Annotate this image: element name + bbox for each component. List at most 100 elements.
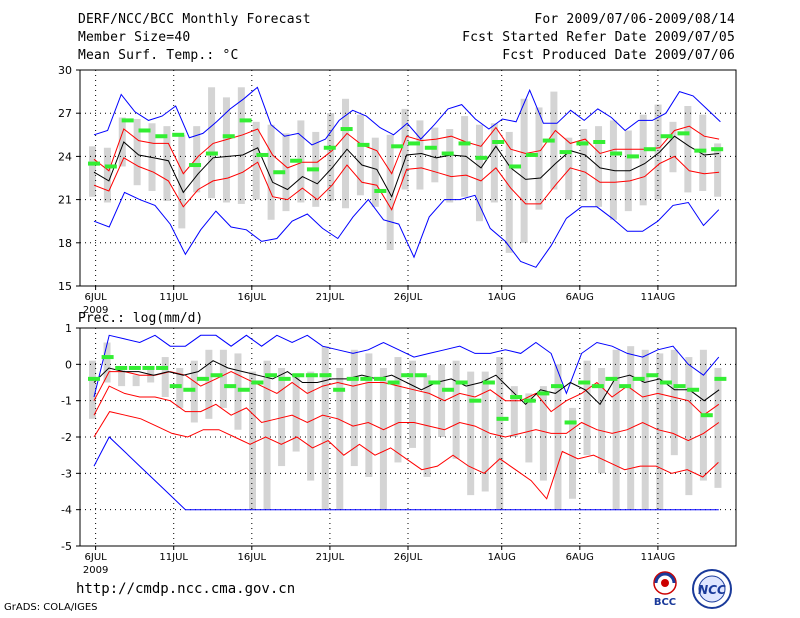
precipitation-range-bar [714,367,722,488]
temperature-range-bar [490,123,498,203]
precipitation-grid [80,328,736,546]
temperature-observed-marker [391,144,404,149]
precipitation-range-bar [670,349,678,456]
precipitation-range-bar [438,364,446,437]
precipitation-observed-marker [578,380,591,385]
temperature-range-bar [580,129,588,202]
start-date: Fcst Started Refer Date 2009/07/05 [462,30,735,45]
precipitation-x-axis: 6JUL 11JUL 16JUL 21JUL 26JUL 1AUG 6AUG 11AUG 200… [83,546,675,576]
precipitation-range-bar [336,367,344,510]
precipitation-observed-marker [537,391,550,396]
precipitation-observed-marker [101,355,114,360]
temperature-range-bar [118,117,126,167]
temperature-range-bar [356,114,364,196]
forecast-period: For 2009/07/06-2009/08/14 [534,12,735,27]
precipitation-observed-marker [224,384,237,389]
source-url[interactable]: http://cmdp.ncc.cma.gov.cn [76,581,296,597]
precipitation-observed-marker [292,373,305,378]
precipitation-y-tick-label: -2 [61,431,72,444]
temperature-observed-marker [610,151,623,156]
precipitation-range-bars [89,342,722,510]
temperature-range-bar [178,134,186,229]
temperature-observed-marker [576,141,589,146]
temperature-range-bar [267,124,275,220]
precipitation-range-bar [394,357,402,463]
temperature-y-tick-label: 18 [58,237,72,250]
temperature-range-bar [669,121,677,173]
temperature-series-lower [93,155,720,211]
temperature-observed-marker [222,134,235,139]
precipitation-observed-marker [333,387,346,392]
temperature-observed-marker [256,152,269,157]
precipitation-range-bar [656,353,664,510]
temperature-observed-marker [104,164,117,169]
temperature-y-tick-label: 27 [58,107,72,120]
precipitation-observed-marker [210,373,223,378]
precipitation-range-bar [278,367,286,467]
precipitation-observed-marker [482,380,495,385]
temperature-observed-marker [424,145,437,150]
temperature-y-tick-label: 30 [58,64,72,77]
temperature-observed-marker [138,128,151,133]
precipitation-y-axis: -5 -4 -3 -2 -1 0 1 [61,322,80,553]
precipitation-observed-marker [128,365,141,370]
precipitation-x-tick-label: 6AUG [566,552,594,563]
bcc-logo: BCC [653,571,677,608]
precipitation-range-bar [379,367,387,510]
temperature-range-bar [431,127,439,183]
precipitation-x-tick-label: 6JUL [85,552,108,563]
temperature-range-bar [699,114,707,191]
temperature-observed-marker [660,134,673,139]
precipitation-observed-marker [156,365,169,370]
temperature-x-tick-label: 21JUL [316,292,345,303]
temperature-observed-marker [458,141,471,146]
temperature-observed-marker [357,142,370,147]
temperature-range-bar [684,106,692,193]
temperature-observed-marker [121,118,134,123]
grads-credit: GrADS: COLA/IGES [4,602,98,613]
precipitation-observed-marker [673,384,686,389]
temperature-grid [80,70,736,286]
precipitation-observed-marker [564,420,577,425]
temperature-series-upper [93,125,720,175]
temperature-observed-marker [374,188,387,193]
precipitation-observed-marker [88,376,100,381]
precipitation-observed-marker [346,376,359,381]
precipitation-observed-marker [414,373,427,378]
temperature-x-tick-label: 1AUG [488,292,516,303]
ncc-logo: NCC [692,569,732,609]
precipitation-year-label: 2009 [83,565,108,576]
precipitation-observed-marker [115,365,128,370]
precipitation-observed-marker [196,376,209,381]
precipitation-y-tick-label: -3 [61,467,72,480]
temperature-year-label: 2009 [83,305,108,316]
panel-temperature: 15 18 21 24 27 30 6JUL 11JUL 16JUL 21JUL 26JUL 1AUG… [58,64,737,316]
precipitation-observed-marker [455,380,468,385]
temperature-x-tick-label: 16JUL [238,292,267,303]
precipitation-range-bar [263,360,271,510]
temperature-observed-marker [323,145,336,150]
precipitation-range-bar [467,371,475,496]
precipitation-series-max [93,334,720,398]
precipitation-x-tick-label: 11AUG [641,552,676,563]
temperature-observed-marker [626,154,639,159]
temperature-range-bar [505,131,513,253]
temperature-range-bar [103,147,111,203]
precipitation-range-bar [496,357,504,510]
precipitation-range-bar [409,360,416,448]
precipitation-observed-marker [510,395,523,400]
temperature-observed-marker [492,140,505,144]
precipitation-observed-marker [428,380,441,385]
temperature-range-bar [193,126,201,193]
temperature-observed-marker [408,141,420,146]
precipitation-observed-marker [591,384,604,389]
temperature-range-bars [89,87,722,253]
precipitation-range-bar [598,367,606,474]
temperature-y-axis: 15 18 21 24 27 30 [58,64,80,293]
precipitation-observed-marker [619,384,632,389]
temperature-series-min [93,191,720,268]
temperature-range-bar [714,143,722,197]
precipitation-x-tick-label: 26JUL [394,552,423,563]
precipitation-observed-marker [659,380,672,385]
